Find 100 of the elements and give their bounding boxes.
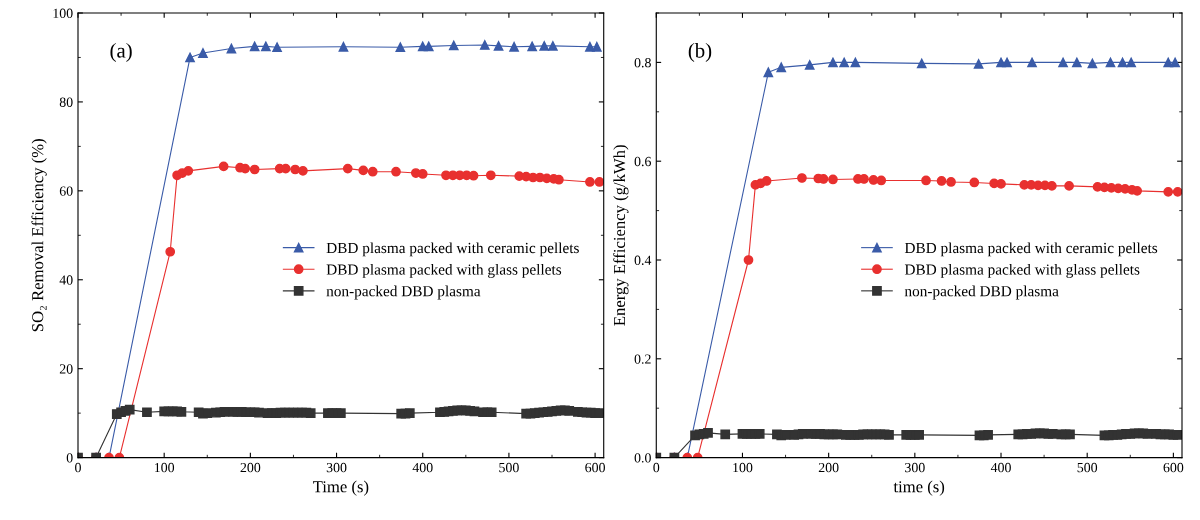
point — [554, 174, 564, 185]
y-tick-label: 0.0 — [634, 453, 651, 463]
y-tick-label: 0.8 — [634, 57, 651, 68]
point — [763, 67, 774, 78]
point — [448, 40, 459, 51]
y-tick-label: 0 — [66, 453, 73, 463]
x-tick-label: 0 — [653, 462, 660, 473]
point — [936, 176, 947, 186]
point — [594, 177, 604, 187]
x-tick-label: 600 — [585, 462, 605, 473]
point — [342, 163, 353, 174]
x-tick-label: 500 — [1077, 462, 1098, 473]
x-tick-label: 300 — [326, 462, 347, 473]
x-tick-label: 100 — [154, 462, 175, 473]
point — [367, 166, 378, 177]
x-tick-label: 500 — [499, 462, 519, 473]
point — [761, 176, 772, 186]
legend-label: DBD plasma packed with glass pellets — [904, 263, 1140, 278]
point — [916, 58, 927, 69]
x-tick-label: 300 — [905, 462, 925, 473]
x-tick-label: 400 — [990, 462, 1011, 473]
point — [776, 62, 787, 73]
point — [527, 41, 538, 52]
point — [973, 59, 984, 69]
point — [226, 43, 237, 54]
point — [921, 175, 931, 186]
point — [804, 60, 815, 70]
x-tick-label: 200 — [240, 462, 261, 473]
point — [479, 40, 490, 50]
point — [338, 41, 349, 52]
legend-label: DBD plasma packed with glass pellets — [326, 263, 562, 278]
point — [1058, 57, 1068, 68]
point — [797, 173, 807, 183]
point — [1132, 185, 1143, 196]
point — [391, 166, 401, 177]
y-tick-label: 40 — [59, 275, 73, 285]
point — [585, 41, 595, 52]
point — [946, 177, 956, 187]
x-tick-label: 400 — [412, 462, 433, 473]
y-axis-title: SO₂ Removal Efficiency (%) — [31, 139, 47, 332]
point — [585, 177, 595, 187]
point — [1163, 57, 1174, 68]
y-tick-label: 80 — [59, 97, 73, 107]
y-tick-label: 100 — [53, 8, 73, 18]
point — [1126, 57, 1137, 68]
y-tick-label: 0.6 — [634, 156, 652, 167]
point — [1117, 57, 1128, 68]
point — [249, 41, 260, 52]
point — [591, 41, 602, 52]
y-axis-title: Energy Efficiency (g/kWh) — [613, 145, 629, 326]
y-tick-label: 20 — [59, 364, 73, 374]
x-axis-title: Time (s) — [312, 480, 369, 496]
point — [395, 42, 406, 53]
point — [850, 57, 861, 68]
point — [828, 174, 838, 185]
point — [485, 170, 496, 181]
point — [548, 41, 558, 51]
point — [198, 48, 208, 58]
point — [218, 161, 229, 172]
point — [358, 165, 369, 176]
y-tick-label: 60 — [59, 186, 73, 196]
point — [298, 165, 308, 176]
y-tick-label: 0.2 — [634, 354, 651, 364]
point — [876, 175, 887, 186]
point — [249, 164, 260, 175]
y-tick-label: 0.4 — [634, 255, 652, 266]
point — [261, 41, 271, 52]
x-tick-label: 200 — [818, 462, 839, 473]
point — [183, 165, 194, 176]
point — [1170, 57, 1180, 68]
point — [996, 179, 1006, 189]
x-tick-label: 600 — [1163, 462, 1184, 473]
point — [539, 41, 550, 51]
legend-label: DBD plasma packed with ceramic pellets — [904, 242, 1158, 257]
point — [1105, 57, 1116, 68]
x-axis-title: time (s) — [893, 480, 945, 496]
legend-label: DBD plasma packed with ceramic pellets — [326, 242, 579, 257]
point — [165, 246, 176, 257]
point — [743, 255, 754, 265]
point — [1163, 186, 1174, 197]
annotation: (b) — [688, 43, 712, 62]
point — [1071, 57, 1082, 68]
legend-label: non-packed DBD plasma — [326, 285, 481, 300]
point — [1064, 181, 1074, 191]
point — [272, 42, 282, 53]
point — [509, 41, 519, 52]
point — [868, 175, 879, 185]
point — [828, 57, 838, 68]
point — [493, 41, 504, 51]
point — [969, 177, 980, 188]
point — [1027, 57, 1037, 68]
annotation: (a) — [110, 43, 132, 62]
point — [1047, 181, 1057, 191]
legend-label: non-packed DBD plasma — [904, 285, 1059, 300]
point — [1002, 57, 1012, 68]
x-tick-label: 100 — [733, 462, 753, 473]
point — [1172, 186, 1182, 197]
x-tick-label: 0 — [75, 462, 81, 473]
point — [1087, 58, 1098, 69]
point — [185, 52, 195, 63]
